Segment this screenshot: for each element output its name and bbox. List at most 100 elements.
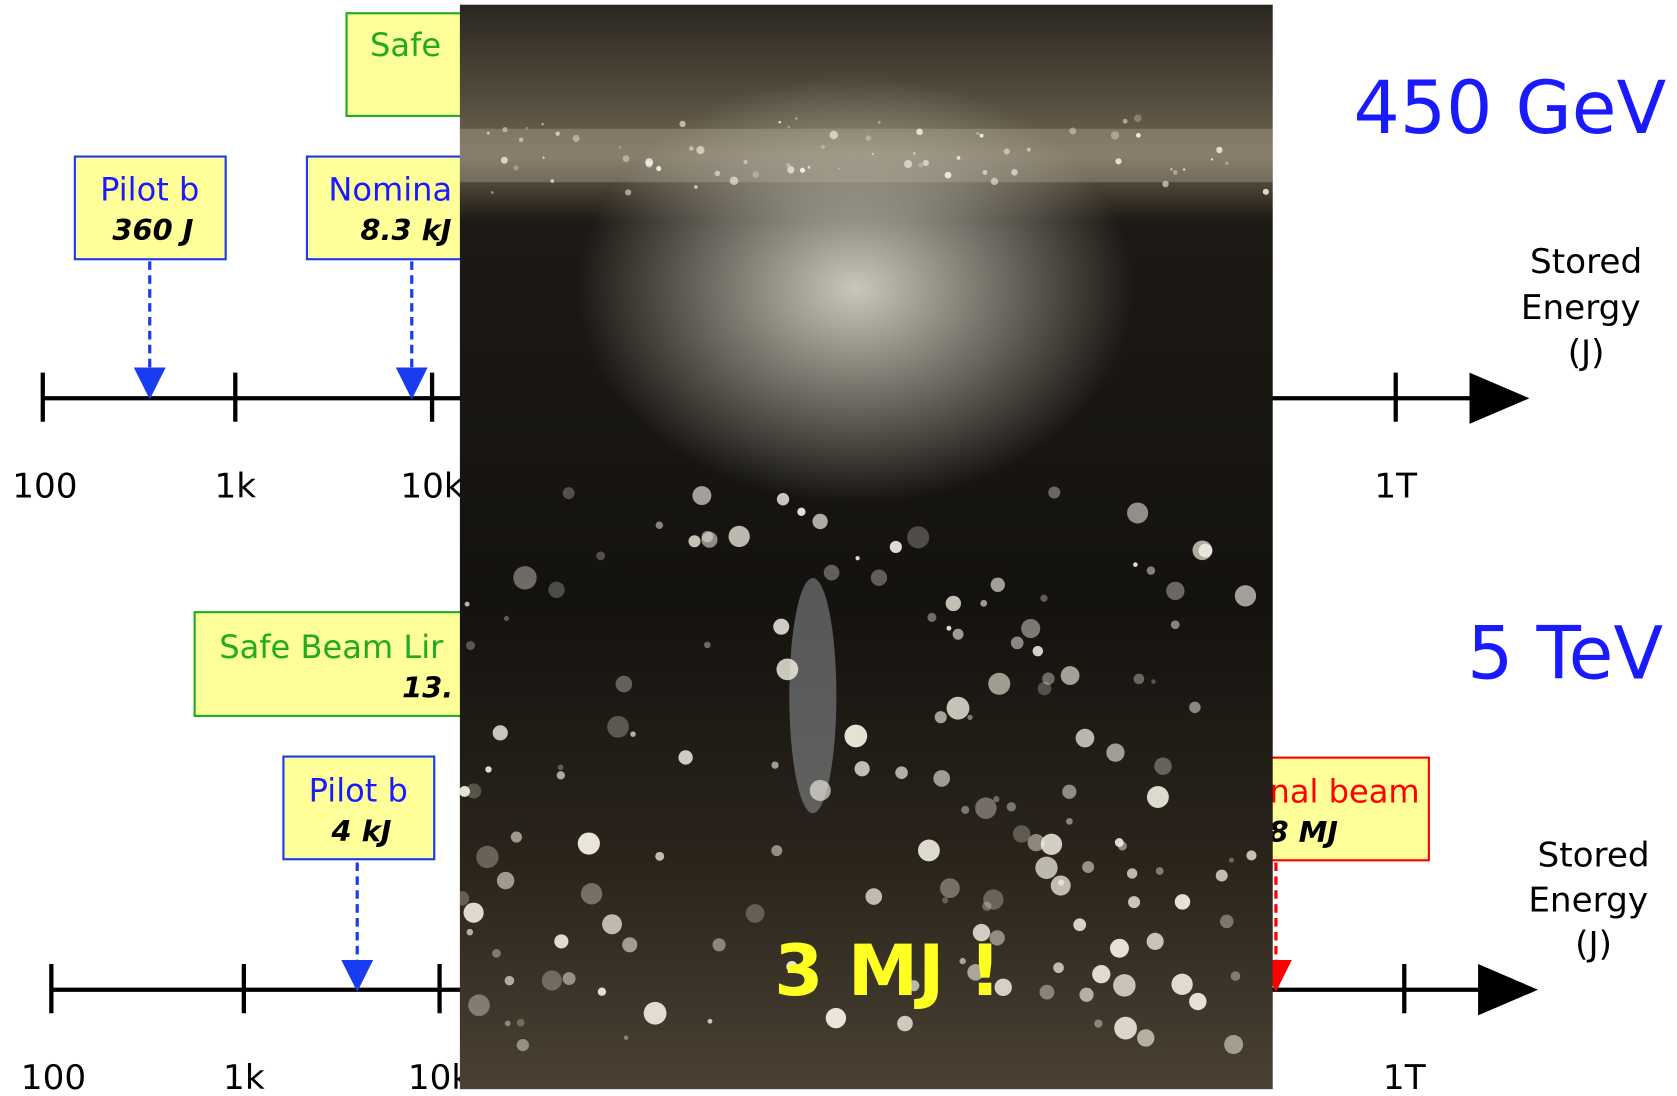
sparkle: [1162, 181, 1168, 187]
sparkle: [563, 972, 576, 985]
sparkle: [542, 157, 544, 159]
sparkle: [596, 551, 605, 560]
sparkle: [961, 806, 969, 814]
sparkle: [945, 172, 952, 179]
sparkle: [1094, 1019, 1102, 1027]
sparkle: [1175, 894, 1190, 909]
energy-label: 5 TeV: [1467, 611, 1663, 696]
sparkle: [1033, 646, 1044, 657]
sparkle: [505, 976, 515, 986]
sparkle: [645, 158, 653, 166]
slide: 100 1k 10k 1T 450 GeV Stored Energy (J) …: [0, 0, 1677, 1096]
sparkle: [625, 189, 631, 195]
sparkle: [1128, 896, 1140, 908]
sparkle: [771, 845, 782, 856]
sparkle: [1147, 566, 1155, 574]
sparkle: [468, 994, 490, 1016]
sparkle: [746, 904, 765, 923]
sparkle: [1113, 974, 1135, 996]
sparkle: [1171, 974, 1192, 995]
sparkle: [455, 891, 469, 905]
tick-label: 1T: [1383, 1058, 1426, 1096]
sparkle: [557, 771, 565, 779]
sparkle: [1048, 487, 1060, 499]
sparkle: [897, 1016, 913, 1032]
sparkle: [702, 531, 713, 542]
tick-label: 100: [21, 1058, 86, 1096]
sparkle: [1154, 757, 1171, 774]
sparkle: [1123, 119, 1128, 124]
sparkle: [730, 177, 739, 186]
box-title: Pilot b: [309, 771, 408, 809]
sparkle: [1127, 868, 1137, 878]
sparkle: [1216, 870, 1228, 882]
sparkle: [935, 711, 947, 723]
sparkle: [578, 832, 600, 854]
sparkle: [581, 883, 602, 904]
sparkle: [1040, 985, 1055, 1000]
sparkle: [982, 902, 991, 911]
sparkle: [465, 602, 470, 607]
sparkle: [975, 797, 996, 818]
sparkle: [573, 135, 580, 142]
sparkle: [548, 582, 564, 598]
sparkle: [598, 988, 606, 996]
sparkle: [890, 541, 902, 553]
sparkle: [1137, 1029, 1154, 1046]
sparkle: [777, 493, 789, 505]
sparkle: [678, 750, 692, 764]
sparkle: [976, 132, 979, 135]
sparkle: [940, 878, 960, 898]
sparkle: [1082, 861, 1094, 873]
sparkle: [466, 641, 475, 650]
sparkle: [788, 126, 790, 128]
sparkle: [1133, 562, 1138, 567]
sparkle: [679, 121, 685, 127]
sparkle: [982, 170, 987, 175]
tick-label: 1T: [1374, 467, 1417, 507]
sparkle: [493, 725, 508, 740]
sparkle: [505, 1021, 511, 1027]
sparkle: [918, 163, 923, 168]
sparkle: [1110, 939, 1129, 958]
sparkle: [1216, 147, 1222, 153]
sparkle: [927, 613, 936, 622]
sparkle: [656, 166, 661, 171]
box-value: 4 kJ: [330, 814, 391, 848]
sparkle: [623, 155, 630, 162]
sparkle: [991, 178, 998, 185]
box-title: Nomina: [328, 170, 452, 208]
sparkle: [821, 145, 825, 149]
sparkle: [1073, 918, 1086, 931]
sparkle: [1040, 595, 1047, 602]
sparkle: [692, 486, 711, 505]
box-title: nal beam: [1270, 773, 1420, 811]
axis-label: Energy: [1528, 881, 1648, 921]
axis-label: (J): [1568, 333, 1605, 373]
sparkle: [923, 160, 929, 166]
sparkle: [1114, 1017, 1137, 1040]
sparkle: [655, 852, 664, 861]
sparkle: [1199, 544, 1213, 558]
axis-label: Stored: [1537, 836, 1649, 876]
sparkle: [1220, 915, 1234, 929]
sparkle: [689, 146, 693, 150]
box-value: 8 MJ: [1268, 815, 1338, 849]
sparkle: [1189, 702, 1200, 713]
sparkle: [729, 526, 750, 547]
sparkle: [1035, 857, 1057, 879]
sparkle: [1013, 825, 1030, 842]
sparkle: [946, 596, 961, 611]
energy-label: 450 GeV: [1354, 66, 1667, 151]
sparkle: [497, 872, 514, 889]
sparkle: [1092, 965, 1110, 983]
tick-label: 100: [12, 467, 77, 507]
sparkle: [1053, 962, 1064, 973]
sparkle: [491, 191, 494, 194]
sparkle: [556, 132, 560, 136]
sparkle: [619, 146, 621, 148]
sparkle: [1115, 158, 1121, 164]
sparkle: [786, 163, 791, 168]
sparkle: [778, 121, 781, 124]
sparkle: [1027, 148, 1031, 152]
